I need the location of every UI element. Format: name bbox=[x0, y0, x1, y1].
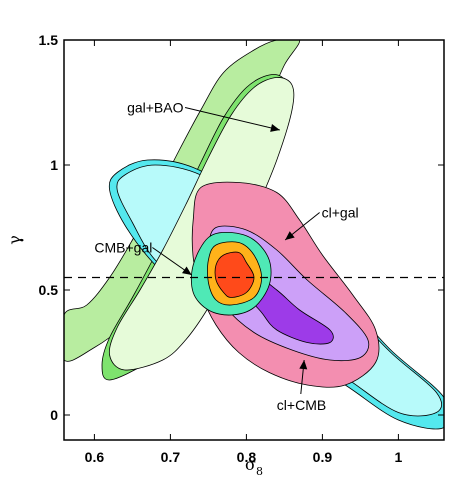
annotation-arrow-gal-bao bbox=[184, 107, 280, 131]
x-axis-label: σ8 bbox=[245, 455, 263, 478]
contour-cmb-gal-core bbox=[214, 251, 255, 298]
x-axis-label-subscript: 8 bbox=[256, 465, 263, 478]
annotation-layer: gal+BAO cl+gal CMB+gal cl+CMB bbox=[94, 100, 358, 414]
contour-layer bbox=[64, 40, 444, 430]
x-tick-label: 0.9 bbox=[313, 449, 333, 465]
annotation-gal-bao: gal+BAO bbox=[127, 100, 184, 116]
x-tick-label: 0.7 bbox=[161, 449, 181, 465]
annotation-cl-gal: cl+gal bbox=[322, 205, 359, 221]
annotation-cl-cmb: cl+CMB bbox=[277, 397, 326, 413]
x-tick-label: 1 bbox=[395, 449, 403, 465]
y-tick-label: 1.5 bbox=[39, 32, 59, 48]
annotation-arrowhead-cl-gal bbox=[285, 231, 295, 240]
x-axis-label-main: σ bbox=[245, 455, 256, 474]
y-tick-label: 1 bbox=[50, 157, 58, 173]
y-axis-label: γ bbox=[5, 235, 24, 245]
annotation-cmb-gal: CMB+gal bbox=[94, 240, 152, 256]
x-tick-label: 0.8 bbox=[237, 449, 257, 465]
x-tick-label: 0.6 bbox=[85, 449, 105, 465]
y-axis: 0 0.5 1 1.5 bbox=[39, 32, 444, 423]
plot-frame bbox=[63, 39, 445, 441]
y-tick-label: 0.5 bbox=[39, 282, 59, 298]
annotation-arrowhead-gal-bao bbox=[270, 124, 280, 132]
annotation-arrowhead-cmb-gal bbox=[182, 266, 192, 275]
x-axis: 0.6 0.7 0.8 0.9 1 bbox=[85, 40, 403, 465]
y-tick-label: 0 bbox=[50, 407, 58, 423]
annotation-arrowhead-cl-cmb bbox=[299, 360, 308, 370]
